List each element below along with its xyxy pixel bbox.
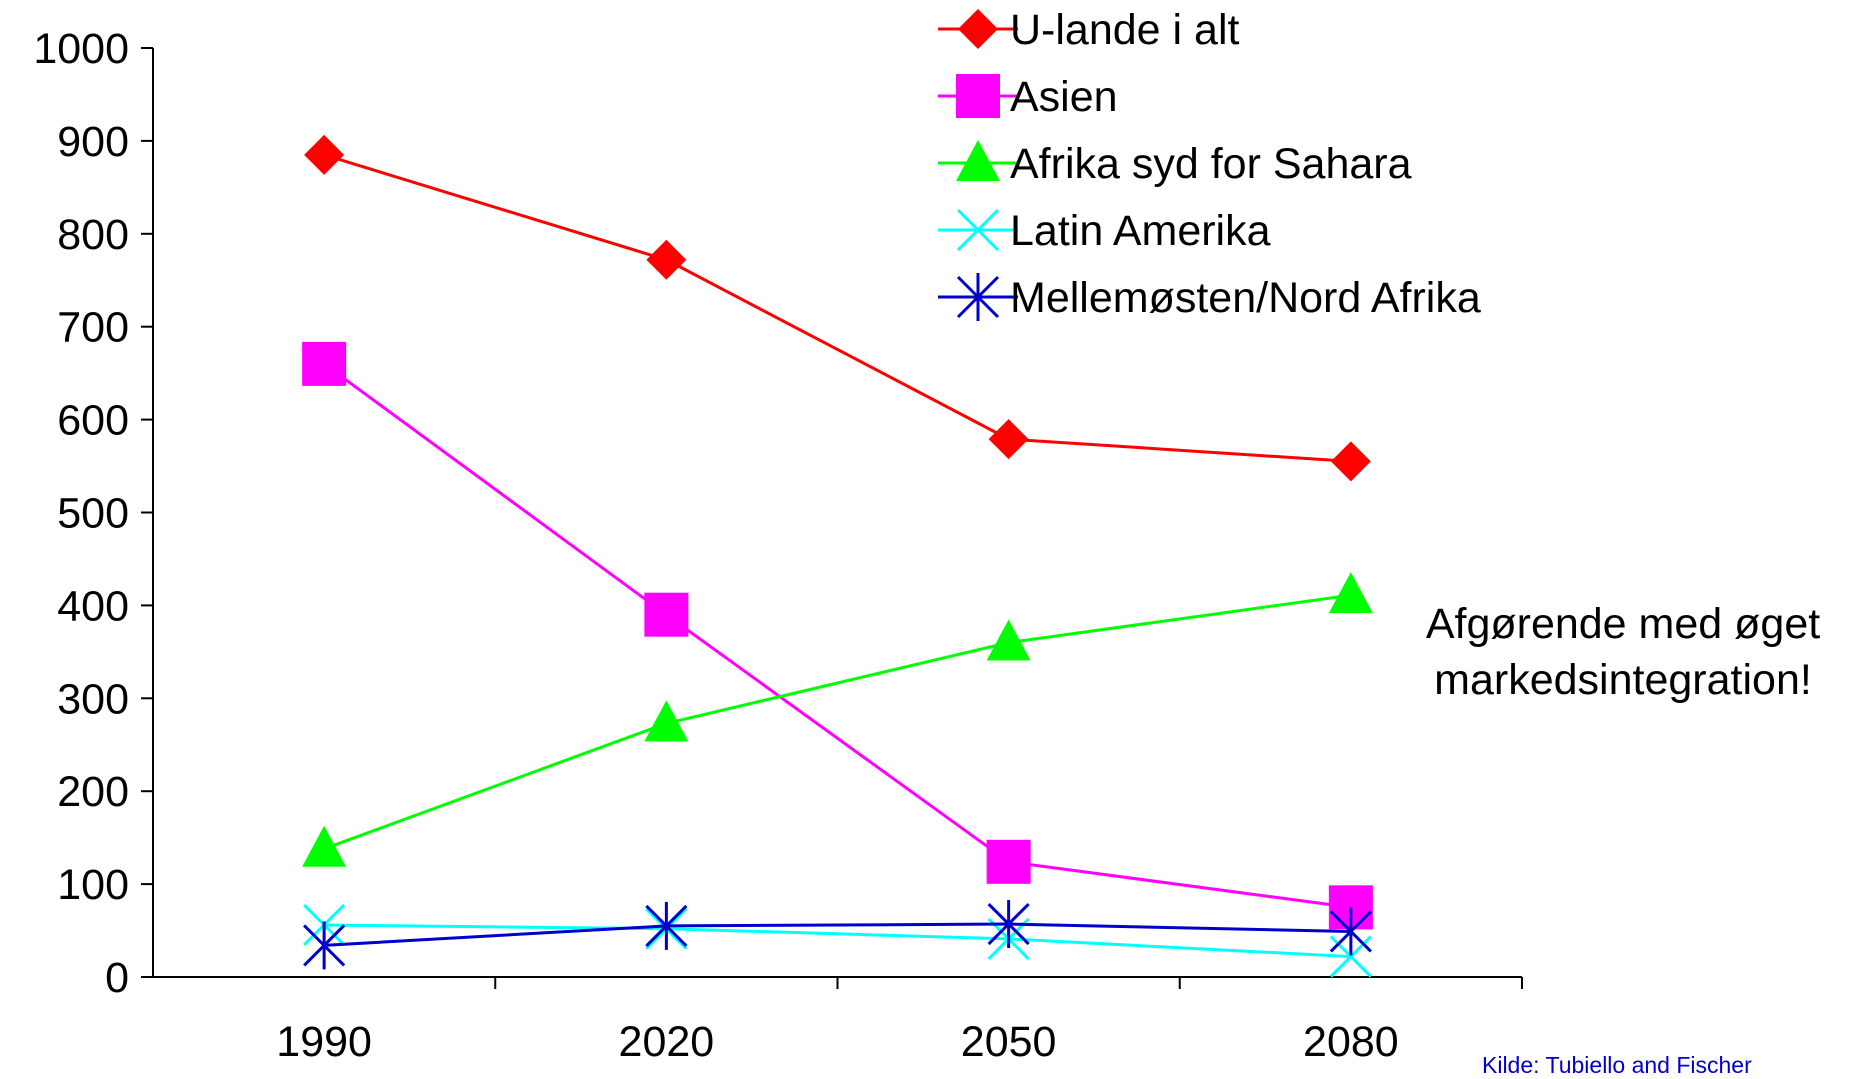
data-point: [986, 619, 1031, 661]
series-line: [323, 153, 1351, 463]
y-tick-label: 900: [57, 118, 129, 166]
data-point: [986, 839, 1031, 884]
y-tick-label: 100: [57, 861, 129, 909]
y-tick-label: 400: [57, 582, 129, 630]
annotation-text: Afgørende med øget markedsintegration!: [1388, 596, 1858, 708]
legend-label: Mellemøsten/Nord Afrika: [1010, 274, 1481, 322]
series-line: [323, 593, 1352, 851]
legend-label: Latin Amerika: [1010, 207, 1271, 255]
x-tick-label: 2080: [1303, 1018, 1399, 1066]
data-point: [1329, 907, 1372, 956]
legend-item: Afrika syd for Sahara: [938, 140, 1412, 188]
annotation-line-2: markedsintegration!: [1434, 656, 1812, 704]
source-credit: Kilde: Tubiello and Fischer: [1482, 1052, 1752, 1078]
x-axis-ticks: 1990 2020 2050 2080: [276, 977, 1523, 1066]
data-point: [302, 341, 347, 386]
legend-marker: [956, 74, 1000, 118]
legend-label: Afrika syd for Sahara: [1010, 140, 1412, 188]
x-tick-label: 2020: [619, 1018, 715, 1066]
y-tick-label: 800: [57, 211, 129, 259]
y-tick-label: 600: [57, 397, 129, 445]
data-point: [644, 592, 689, 637]
series-line: [323, 362, 1352, 909]
data-point: [645, 901, 688, 950]
series-2: [302, 341, 1373, 930]
data-point: [644, 700, 689, 742]
series-3: [302, 572, 1373, 867]
legend: U-lande i alt Asien Afrika syd for Sahara L…: [938, 6, 1481, 322]
series-line: [324, 923, 1351, 959]
series-4: [303, 903, 1372, 978]
data-point: [646, 239, 687, 280]
legend-label: U-lande i alt: [1010, 6, 1239, 54]
data-point: [303, 921, 346, 970]
legend-item: Latin Amerika: [938, 207, 1271, 255]
data-point: [1330, 441, 1371, 482]
legend-marker: [956, 273, 1000, 321]
y-tick-label: 1000: [33, 25, 129, 73]
series-5: [303, 900, 1372, 970]
data-point: [304, 134, 345, 175]
annotation-line-1: Afgørende med øget: [1425, 600, 1821, 648]
y-tick-label: 300: [57, 675, 129, 723]
series-1: [304, 134, 1371, 482]
data-point: [988, 419, 1029, 460]
y-tick-label: 0: [105, 954, 129, 1002]
legend-marker: [956, 140, 1000, 181]
x-tick-label: 1990: [276, 1018, 372, 1066]
series-layer: [302, 134, 1373, 978]
y-tick-label: 500: [57, 490, 129, 538]
legend-marker: [958, 9, 998, 49]
legend-item: U-lande i alt: [938, 6, 1239, 54]
y-tick-label: 200: [57, 768, 129, 816]
legend-item: Asien: [938, 73, 1118, 121]
legend-marker: [956, 208, 1000, 252]
x-tick-label: 2050: [961, 1018, 1057, 1066]
data-point: [1328, 572, 1373, 614]
data-point: [302, 825, 347, 867]
data-point: [987, 900, 1030, 949]
y-tick-label: 700: [57, 304, 129, 352]
y-axis-ticks: 0 100 200 300 400 500 600 700 800 900 1000: [33, 25, 153, 1002]
series-line: [324, 922, 1351, 947]
legend-label: Asien: [1010, 73, 1118, 121]
legend-item: Mellemøsten/Nord Afrika: [938, 273, 1481, 322]
